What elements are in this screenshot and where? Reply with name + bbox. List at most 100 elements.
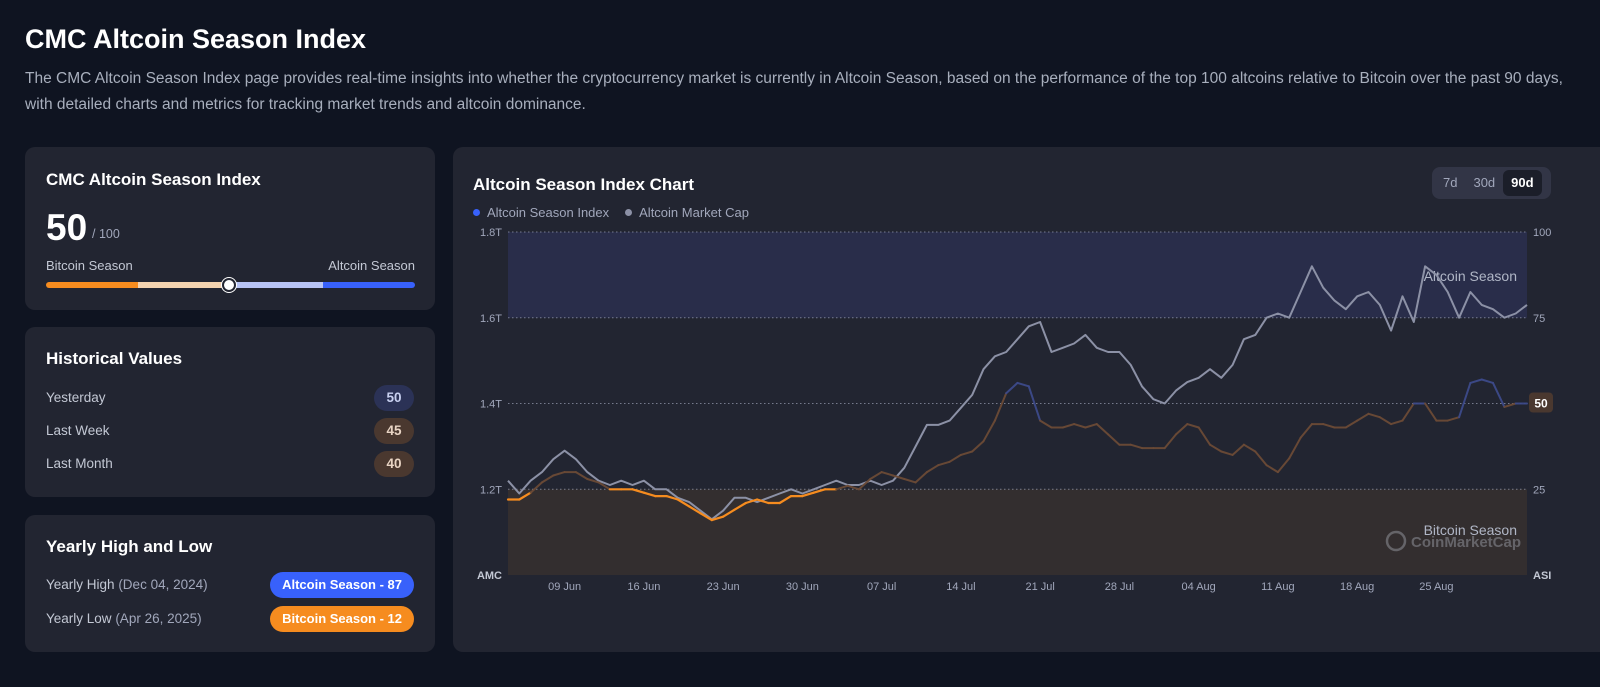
historical-row-last-week: Last Week 45: [46, 418, 414, 444]
series-segment-index: [1503, 402, 1517, 408]
series-segment-index: [1492, 381, 1506, 408]
yearly-high-low-card: Yearly High and Low Yearly High (Dec 04,…: [25, 515, 435, 652]
legend-item-index[interactable]: Altcoin Season Index: [473, 205, 609, 220]
current-value-label: 50: [1534, 397, 1548, 411]
series-segment-index: [1061, 423, 1076, 429]
series-segment-index: [1016, 381, 1030, 388]
series-segment-index: [1276, 457, 1291, 474]
y-right-tick-label: 75: [1533, 313, 1545, 325]
series-segment-index: [1186, 423, 1200, 429]
series-segment-index: [937, 460, 951, 467]
legend-dot-market-cap: [625, 209, 633, 216]
page-description: The CMC Altcoin Season Index page provid…: [25, 70, 1563, 113]
range-selector: 7d 30d 90d: [1432, 167, 1551, 199]
historical-label: Last Week: [46, 423, 110, 438]
current-value-badge: [1529, 392, 1553, 413]
range-button-7d[interactable]: 7d: [1443, 175, 1458, 190]
series-segment-index: [676, 498, 691, 508]
x-tick-label: 16 Jun: [627, 581, 660, 593]
coinmarketcap-watermark-text: CoinMarketCap: [1411, 534, 1521, 551]
series-segment-index: [574, 471, 589, 480]
series-segment-index: [1378, 416, 1393, 426]
legend-item-market-cap[interactable]: Altcoin Market Cap: [625, 205, 749, 220]
range-button-30d[interactable]: 30d: [1473, 175, 1496, 190]
y-right-tick-label: 100: [1533, 227, 1551, 239]
series-segment-index: [586, 478, 600, 484]
series-segment-index: [756, 498, 770, 505]
series-segment-index: [1107, 433, 1121, 446]
coinmarketcap-watermark: CoinMarketCap: [1385, 530, 1521, 552]
series-segment-index: [1401, 402, 1415, 422]
series-segment-index: [1356, 412, 1370, 422]
series-segment-index: [1446, 416, 1461, 422]
series-segment-index: [722, 508, 736, 518]
series-segment-index: [1242, 443, 1257, 453]
series-segment-index: [529, 481, 543, 494]
altcoin-season-label: Altcoin Season: [328, 258, 415, 273]
x-tick-label: 14 Jul: [946, 581, 975, 593]
series-line-market-cap: [507, 265, 1528, 521]
historical-row-yesterday: Yesterday 50: [46, 385, 414, 411]
series-segment-index: [982, 419, 996, 443]
series-segment-index: [1265, 464, 1279, 474]
series-segment-index: [846, 484, 860, 491]
series-segment-index: [1424, 402, 1438, 422]
yearly-high-pill: Altcoin Season - 87: [270, 572, 414, 598]
series-segment-index: [1197, 426, 1211, 446]
y-left-axis-label: AMC: [477, 570, 502, 582]
series-segment-index: [1299, 423, 1313, 439]
series-segment-index: [993, 392, 1008, 422]
historical-badge: 40: [374, 451, 414, 477]
altcoin-season-zone: [508, 232, 1527, 318]
series-segment-index: [971, 440, 985, 453]
series-segment-index: [903, 478, 917, 484]
index-max: / 100: [92, 227, 120, 241]
season-slider-track: [46, 282, 415, 288]
series-segment-index: [1039, 419, 1053, 429]
x-tick-label: 18 Aug: [1340, 581, 1374, 593]
series-segment-index: [631, 488, 645, 494]
series-segment-index: [835, 484, 849, 491]
series-segment-index: [1209, 443, 1223, 453]
historical-label: Last Month: [46, 456, 113, 471]
range-button-90d[interactable]: 90d: [1503, 170, 1542, 196]
yearly-low-date: (Apr 26, 2025): [115, 611, 202, 626]
series-segment-index: [733, 501, 747, 511]
historical-values-card: Historical Values Yesterday 50 Last Week…: [25, 327, 435, 497]
x-tick-label: 25 Aug: [1419, 581, 1453, 593]
yearly-high-date: (Dec 04, 2024): [118, 577, 208, 592]
yearly-low-row: Yearly Low (Apr 26, 2025) Bitcoin Season…: [46, 606, 414, 632]
series-segment-index: [778, 495, 793, 505]
series-segment-index: [948, 453, 962, 463]
yearly-high-row: Yearly High (Dec 04, 2024) Altcoin Seaso…: [46, 572, 414, 598]
slider-segment-altcoin-light: [230, 282, 323, 288]
x-tick-label: 09 Jun: [548, 581, 581, 593]
historical-row-last-month: Last Month 40: [46, 451, 414, 477]
x-tick-label: 11 Aug: [1261, 581, 1294, 593]
historical-label: Yesterday: [46, 390, 106, 405]
series-segment-index: [1367, 412, 1381, 419]
series-segment-index: [699, 512, 713, 522]
series-segment-index: [1480, 378, 1494, 384]
series-segment-index: [925, 464, 940, 474]
series-segment-index: [1390, 419, 1404, 426]
yearly-high-label: Yearly High (Dec 04, 2024): [46, 577, 208, 592]
legend-label-market-cap: Altcoin Market Cap: [639, 205, 749, 220]
slider-segment-bitcoin-light: [138, 282, 231, 288]
series-segment-index: [1322, 423, 1336, 429]
bitcoin-season-zone: [508, 489, 1527, 575]
chart-card: 1.8T 1.6T 1.4T 1.2T 100 75 50 25 AMC ASI 09 Jun 16 …: [453, 147, 1600, 652]
series-segment-index: [880, 471, 894, 477]
series-segment-index: [1027, 385, 1042, 422]
x-tick-label: 28 Jul: [1105, 581, 1134, 593]
x-tick-label: 21 Jul: [1025, 581, 1054, 593]
series-segment-index: [1129, 443, 1143, 450]
yearly-high-text: Yearly High: [46, 577, 115, 592]
series-segment-index: [1231, 443, 1245, 456]
altcoin-season-chart[interactable]: 1.8T 1.6T 1.4T 1.2T 100 75 50 25 AMC ASI 09 Jun 16 …: [453, 147, 1600, 652]
y-left-tick-label: 1.4T: [480, 399, 502, 411]
bitcoin-season-label: Bitcoin Season: [46, 258, 133, 273]
chart-title: Altcoin Season Index Chart: [473, 175, 695, 194]
y-left-tick-label: 1.8T: [480, 227, 502, 239]
series-segment-index: [1288, 436, 1302, 460]
